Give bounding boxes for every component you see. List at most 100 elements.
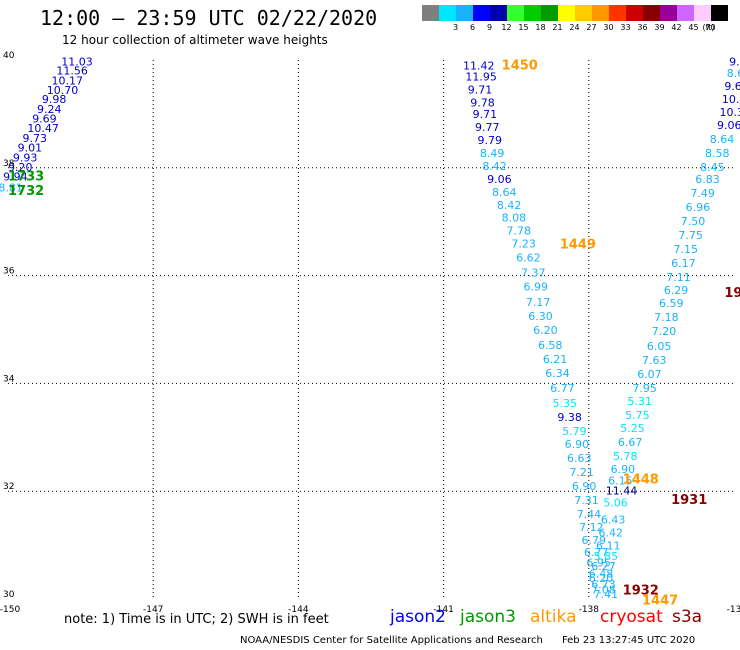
color-scale-unit: (ft) <box>702 23 715 32</box>
swh-value-label: 8.58 <box>705 147 730 160</box>
swh-value-label: 6.21 <box>543 353 568 366</box>
swh-value-label: 9.01 <box>18 142 43 155</box>
swh-value-label: 7.95 <box>632 382 657 395</box>
color-swatch <box>643 5 660 21</box>
satellite-legend-item: jason3 <box>460 607 516 627</box>
color-swatch <box>558 5 575 21</box>
swh-value-label: 9.24 <box>37 103 62 116</box>
color-swatch-label: 15 <box>518 23 529 32</box>
swh-value-label: 9.98 <box>42 93 67 106</box>
satellite-legend-item: s3a <box>672 607 703 627</box>
swh-value-label: 7.12 <box>579 521 604 534</box>
swh-value-label: 9.69 <box>32 113 57 126</box>
pass-time-label: 1447 <box>642 593 678 608</box>
color-swatch <box>439 5 456 21</box>
swh-value-label: 9.20 <box>8 161 33 174</box>
color-swatch <box>473 5 490 21</box>
color-swatch-label: 6 <box>469 23 476 32</box>
swh-value-label: 9. <box>729 55 740 68</box>
swh-value-label: 6.90 <box>611 463 636 476</box>
swh-value-label: 6.67 <box>618 436 643 449</box>
swh-value-label: 6.34 <box>545 367 570 380</box>
swh-value-label: 6.73 <box>591 578 616 591</box>
satellite-legend-item: altika <box>530 607 577 627</box>
credit-text: NOAA/NESDIS Center for Satellite Applica… <box>240 635 543 646</box>
swh-value-label: 11.95 <box>465 70 497 83</box>
color-swatch <box>507 5 524 21</box>
color-swatch <box>541 5 558 21</box>
swh-value-label: 6.17 <box>671 257 696 270</box>
generated-timestamp: Feb 23 13:27:45 UTC 2020 <box>561 635 696 646</box>
color-swatch <box>711 5 728 21</box>
swh-value-label: 8.64 <box>492 186 517 199</box>
swh-value-label: 8.45 <box>700 161 725 174</box>
pass-time-label: 1932 <box>623 584 659 599</box>
swh-value-label: 9.94 <box>3 171 28 184</box>
color-swatch <box>609 5 626 21</box>
swh-value-label: 9.38 <box>557 411 582 424</box>
swh-value-label: 6.77 <box>584 546 609 559</box>
color-swatch-label: 30 <box>603 23 614 32</box>
pass-time-label: 1930 <box>724 286 740 301</box>
color-swatch <box>677 5 694 21</box>
swh-value-label: 6.62 <box>516 252 541 265</box>
swh-value-label: 6.05 <box>647 340 672 353</box>
swh-value-label: 10.75 <box>722 93 740 106</box>
pass-time-label: 1448 <box>623 473 659 488</box>
swh-value-label: 6.95 <box>586 557 611 570</box>
swh-value-label: 9.73 <box>23 132 48 145</box>
swh-value-label: 7.21 <box>569 466 594 479</box>
color-swatch-label: 27 <box>586 23 597 32</box>
latitude-tick-label: 34 <box>3 374 15 384</box>
swh-value-label: 6.11 <box>596 539 621 552</box>
longitude-tick-label: -13 <box>727 605 740 615</box>
swh-value-label: 6.90 <box>572 480 597 493</box>
color-swatch-label: 24 <box>569 23 580 32</box>
swh-value-label: 10.47 <box>27 122 59 135</box>
swh-value-label: 6.77 <box>550 382 575 395</box>
latitude-tick-label: 36 <box>3 267 15 277</box>
swh-value-label: 8.64 <box>710 133 735 146</box>
swh-value-label: 6.48 <box>589 567 614 580</box>
color-swatch <box>490 5 507 21</box>
swh-value-label: 5.75 <box>625 409 650 422</box>
pass-time-label: 1931 <box>671 493 707 508</box>
swh-value-label: 8.49 <box>480 147 505 160</box>
color-swatch <box>575 5 592 21</box>
swh-value-label: 11.03 <box>61 55 93 68</box>
pass-time-label: 1450 <box>502 59 538 74</box>
swh-value-label: 6.59 <box>659 297 684 310</box>
longitude-tick-label: -147 <box>143 605 163 615</box>
swh-value-label: 7.18 <box>654 311 679 324</box>
swh-value-label: 11.44 <box>606 484 638 497</box>
swh-value-label: 6.99 <box>523 281 548 294</box>
swh-value-label: 7.23 <box>511 238 536 251</box>
swh-value-label: 9.77 <box>475 121 500 134</box>
swh-value-label: 10.17 <box>52 74 83 87</box>
swh-value-label: 6.20 <box>589 572 614 585</box>
swh-value-label: 7.17 <box>526 296 551 309</box>
swh-value-label: 7.20 <box>652 325 677 338</box>
swh-value-label: 8.08 <box>502 212 527 225</box>
swh-value-label: 6.30 <box>528 310 553 323</box>
color-swatch-label: 12 <box>501 23 512 32</box>
page-subtitle: 12 hour collection of altimeter wave hei… <box>62 33 328 47</box>
swh-value-label: 6.27 <box>591 560 616 573</box>
longitude-tick-label: -138 <box>579 605 600 615</box>
swh-value-label: 6.42 <box>598 526 623 539</box>
page-title: 12:00 – 23:59 UTC 02/22/2020 <box>40 6 378 30</box>
swh-value-label: 7.37 <box>521 267 546 280</box>
swh-value-label: 8.42 <box>482 160 507 173</box>
swh-value-label: 11.56 <box>56 65 88 78</box>
swh-value-label: 7.49 <box>690 187 715 200</box>
latitude-tick-label: 40 <box>3 51 15 61</box>
longitude-tick-label: -144 <box>288 605 309 615</box>
color-swatch <box>456 5 473 21</box>
swh-value-label: 6.58 <box>538 339 563 352</box>
pass-time-label: 1732 <box>8 184 44 199</box>
satellite-legend-item: cryosat <box>600 607 663 627</box>
color-swatch <box>626 5 643 21</box>
swh-value-label: 5.31 <box>628 395 653 408</box>
satellite-legend-item: jason2 <box>390 607 446 627</box>
